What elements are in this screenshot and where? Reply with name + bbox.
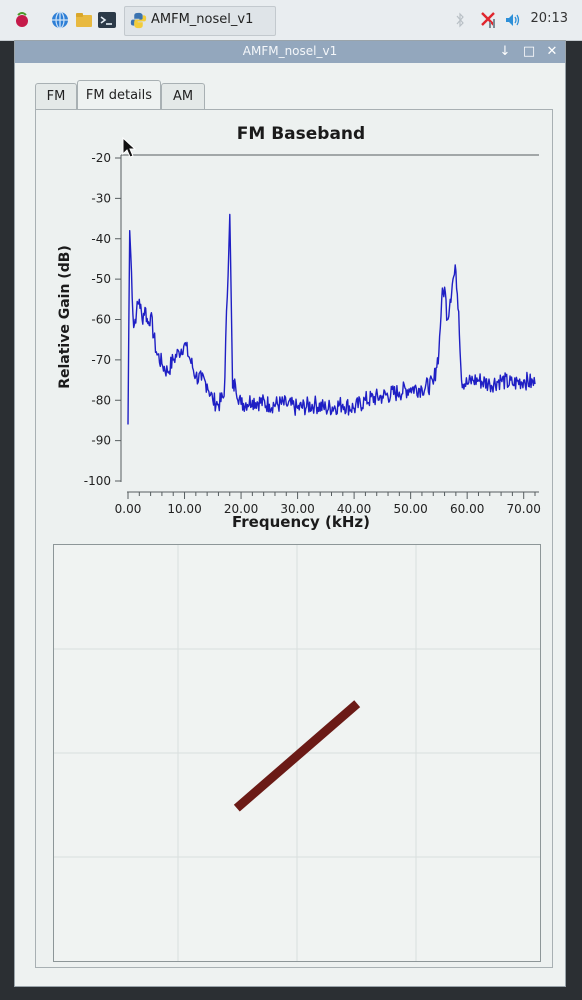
bluetooth-icon[interactable] (455, 12, 465, 28)
tab-fm-details[interactable]: FM details (77, 80, 161, 111)
file-manager-icon[interactable] (74, 10, 94, 30)
x-ticks: 0.00 10.00 20.00 30.00 40.00 50.00 60.00 70.00 (115, 492, 541, 516)
taskbar: AMFM_nosel_v1 20:13 (0, 0, 582, 41)
app-window: AMFM_nosel_v1 ↓ □ ✕ FM FM details AM FM … (14, 40, 566, 987)
window-titlebar[interactable]: AMFM_nosel_v1 ↓ □ ✕ (15, 41, 565, 63)
minimize-icon[interactable]: ↓ (499, 44, 511, 59)
y-tick-label: -100 (84, 474, 111, 488)
y-tick-label: -70 (91, 353, 111, 367)
tab-am[interactable]: AM (161, 83, 205, 110)
y-tick-label: -60 (91, 313, 111, 327)
x-tick-label: 50.00 (393, 502, 427, 516)
x-axis-label: Frequency (kHz) (232, 513, 370, 531)
terminal-icon[interactable] (97, 10, 117, 30)
taskbar-window-label: AMFM_nosel_v1 (151, 12, 254, 27)
x-tick-label: 70.00 (507, 502, 541, 516)
python-icon (130, 12, 147, 29)
y-tick-label: -80 (91, 393, 111, 407)
x-tick-label: 20.00 (224, 502, 258, 516)
close-icon[interactable]: ✕ (546, 44, 558, 59)
xy-trace (233, 700, 361, 812)
raspberry-menu-icon[interactable] (12, 10, 32, 30)
y-tick-label: -20 (91, 151, 111, 165)
volume-icon[interactable] (505, 12, 521, 28)
y-tick-label: -30 (91, 191, 111, 205)
fm-spectrum-series (127, 213, 536, 425)
x-tick-label: 0.00 (115, 502, 142, 516)
y-tick-label: -50 (91, 272, 111, 286)
tab-fm[interactable]: FM (35, 83, 77, 110)
maximize-icon[interactable]: □ (522, 44, 536, 59)
window-title: AMFM_nosel_v1 (242, 44, 338, 58)
x-tick-label: 40.00 (337, 502, 371, 516)
network-disconnected-icon[interactable] (479, 10, 497, 30)
x-tick-label: 30.00 (280, 502, 314, 516)
xy-plot (53, 544, 541, 962)
x-tick-label: 10.00 (167, 502, 201, 516)
y-axis-label: Relative Gain (dB) (57, 245, 73, 389)
y-tick-label: -40 (91, 232, 111, 246)
y-ticks: -20 -30 -40 -50 -60 -70 -80 -90 -100 (84, 151, 121, 488)
web-browser-icon[interactable] (50, 10, 70, 30)
x-tick-label: 60.00 (450, 502, 484, 516)
mouse-cursor-icon (122, 137, 137, 158)
fm-baseband-chart: FM Baseband -20 -30 -40 -50 -60 -70 -80 -90 -100… (57, 124, 541, 531)
chart-title: FM Baseband (237, 124, 365, 144)
taskbar-window-button[interactable]: AMFM_nosel_v1 (124, 6, 276, 36)
clock: 20:13 (530, 11, 568, 26)
y-tick-label: -90 (91, 434, 111, 448)
